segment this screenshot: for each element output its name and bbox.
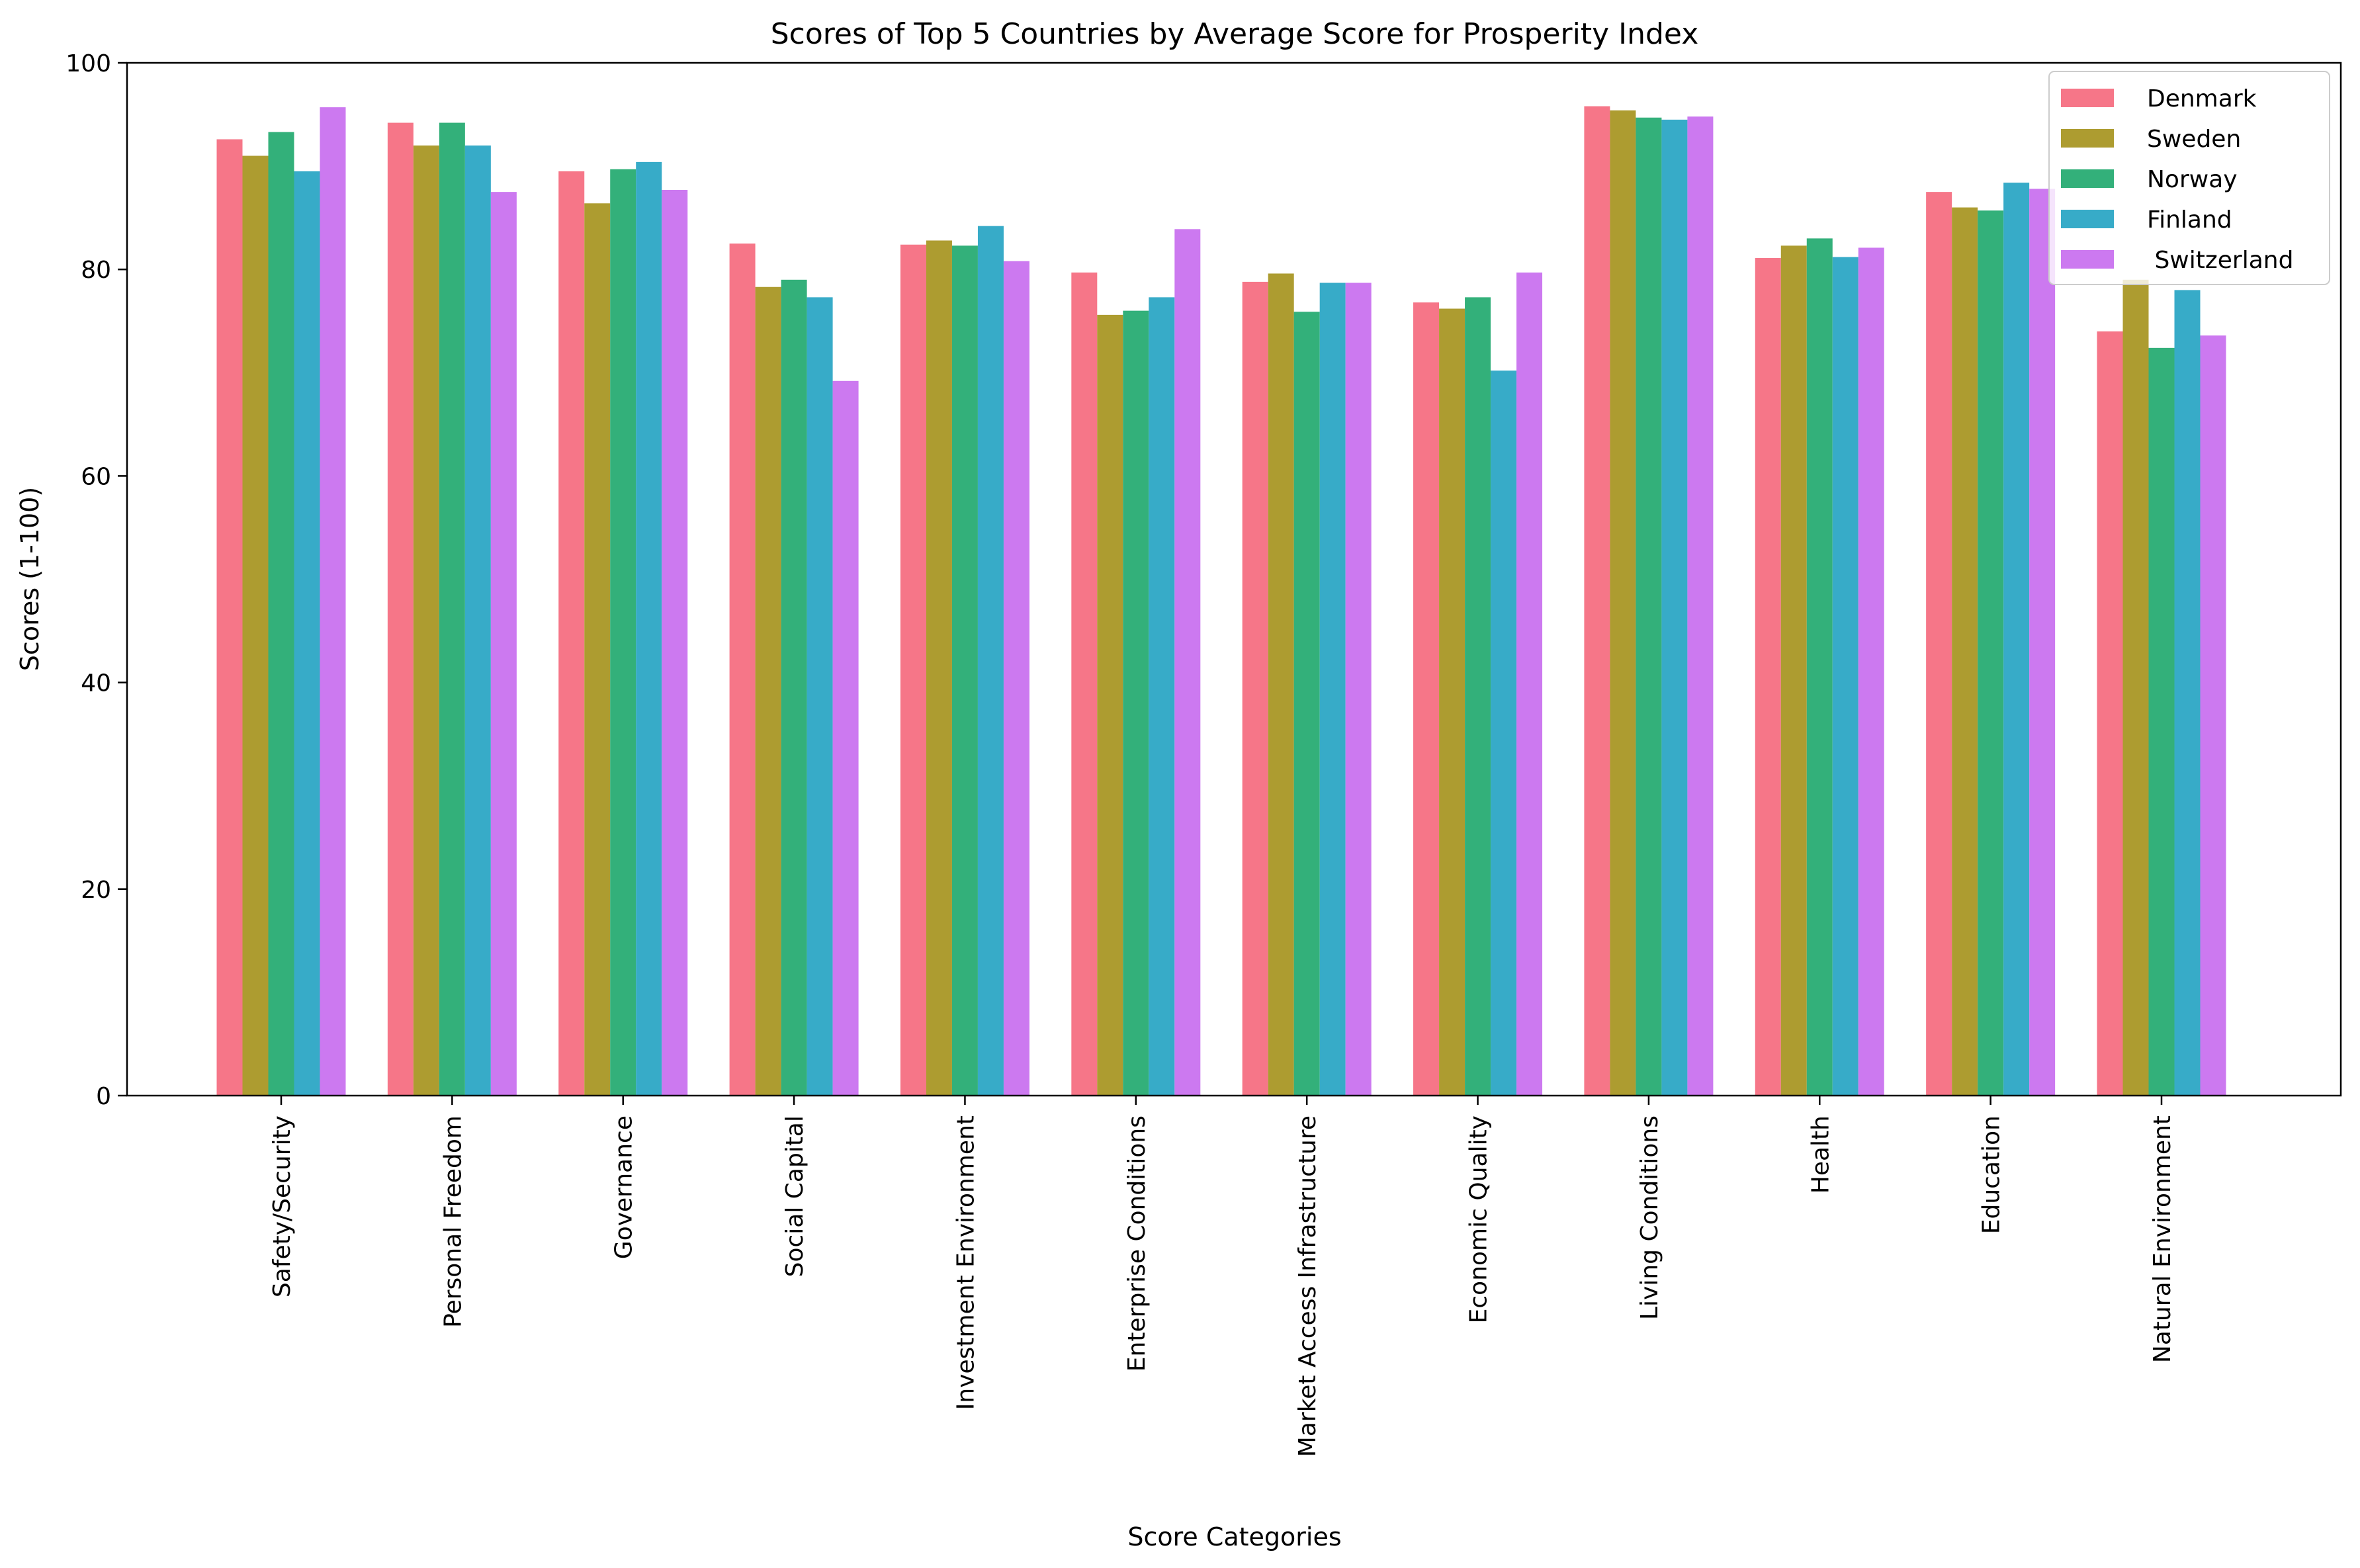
bar (1687, 116, 1714, 1096)
bar (2029, 189, 2056, 1096)
plot-frame (126, 62, 2342, 1097)
x-tick-label: Economic Quality (1465, 1115, 1493, 1323)
bar (781, 279, 807, 1096)
y-tick-label: 100 (66, 50, 111, 77)
legend-label: Switzerland (2147, 247, 2293, 274)
bar (320, 107, 346, 1096)
legend-swatch (2061, 89, 2114, 107)
bar (755, 286, 781, 1096)
y-axis-label: Scores (1-100) (15, 487, 44, 671)
x-tick-label: Education (1978, 1115, 2005, 1234)
bar (1491, 370, 1517, 1096)
x-axis-label: Score Categories (1127, 1522, 1341, 1551)
bar (1174, 229, 1201, 1096)
x-tick-label: Personal Freedom (439, 1115, 466, 1328)
x-axis: Safety/Security Personal Freedom Governanc… (269, 1096, 2176, 1457)
y-tick-label: 0 (96, 1083, 111, 1110)
bar (1610, 110, 1636, 1096)
bar (584, 203, 611, 1096)
y-tick-label: 20 (81, 877, 111, 904)
x-tick-label: Health (1807, 1115, 1834, 1194)
bar (1636, 117, 1662, 1096)
bars-group (216, 106, 2226, 1096)
bar (1242, 281, 1268, 1096)
bar (464, 145, 491, 1096)
bar (1097, 314, 1123, 1096)
y-tick-label: 80 (81, 257, 111, 284)
bar (977, 226, 1004, 1096)
bar (1780, 245, 1807, 1096)
bar (1516, 272, 1543, 1096)
bar (1465, 297, 1491, 1096)
x-tick-label: Enterprise Conditions (1123, 1115, 1151, 1372)
x-tick-label: Governance (611, 1115, 638, 1259)
bar (832, 380, 859, 1096)
legend: Denmark Sweden Norway Finland Switzerland (2048, 71, 2330, 285)
bar (1149, 297, 1175, 1096)
bar (1832, 257, 1858, 1096)
bar (926, 240, 952, 1096)
bar (2097, 331, 2123, 1096)
bar (1319, 283, 1346, 1096)
bar (900, 244, 926, 1096)
bar (1268, 273, 1294, 1096)
bar (951, 245, 978, 1096)
bar (268, 132, 294, 1096)
y-tick-label: 40 (81, 670, 111, 697)
bar (490, 192, 517, 1096)
legend-box (2048, 71, 2330, 285)
bar (1413, 302, 1440, 1096)
bar (729, 243, 756, 1096)
y-tick-label: 60 (81, 463, 111, 490)
x-tick-label: Social Capital (781, 1115, 809, 1277)
legend-swatch (2061, 129, 2114, 148)
bar (216, 139, 243, 1096)
bar (636, 161, 662, 1096)
chart-title: Scores of Top 5 Countries by Average Sco… (771, 17, 1699, 51)
bar (1978, 210, 2004, 1096)
bar (294, 171, 320, 1096)
bar (2003, 183, 2030, 1096)
bar (1661, 119, 1688, 1096)
legend-swatch (2061, 169, 2114, 188)
legend-label: Finland (2147, 206, 2232, 234)
y-axis: 0 20 40 60 80 100 (66, 50, 127, 1110)
bar (1755, 258, 1781, 1096)
bar (413, 145, 439, 1096)
bar (1439, 308, 1465, 1096)
bar (610, 169, 636, 1096)
bar (1293, 312, 1320, 1096)
bar (1858, 247, 1884, 1096)
bar (1926, 192, 1952, 1096)
legend-swatch (2061, 210, 2114, 228)
bar (439, 122, 465, 1096)
bar (242, 155, 269, 1096)
bar (1806, 238, 1833, 1096)
x-tick-label: Market Access Infrastructure (1294, 1115, 1321, 1457)
legend-label: Norway (2147, 166, 2238, 193)
bar (1952, 207, 1978, 1096)
x-tick-label: Investment Environment (952, 1115, 979, 1410)
bar (1123, 310, 1149, 1096)
bar (558, 171, 585, 1096)
bar (1584, 106, 1610, 1096)
x-tick-label: Safety/Security (269, 1115, 296, 1297)
bar (387, 122, 414, 1096)
bar (807, 297, 833, 1096)
x-tick-label: Living Conditions (1636, 1115, 1663, 1320)
bar (1345, 283, 1372, 1096)
bar (2200, 335, 2226, 1096)
bar (1003, 261, 1029, 1096)
x-tick-label: Natural Environment (2149, 1115, 2176, 1363)
bar (1071, 272, 1098, 1096)
bar (662, 190, 688, 1096)
legend-label: Denmark (2147, 85, 2257, 112)
legend-label: Sweden (2147, 126, 2241, 153)
legend-swatch (2061, 250, 2114, 269)
bar (2174, 290, 2201, 1096)
bar (2148, 347, 2175, 1096)
bar (2122, 279, 2149, 1096)
